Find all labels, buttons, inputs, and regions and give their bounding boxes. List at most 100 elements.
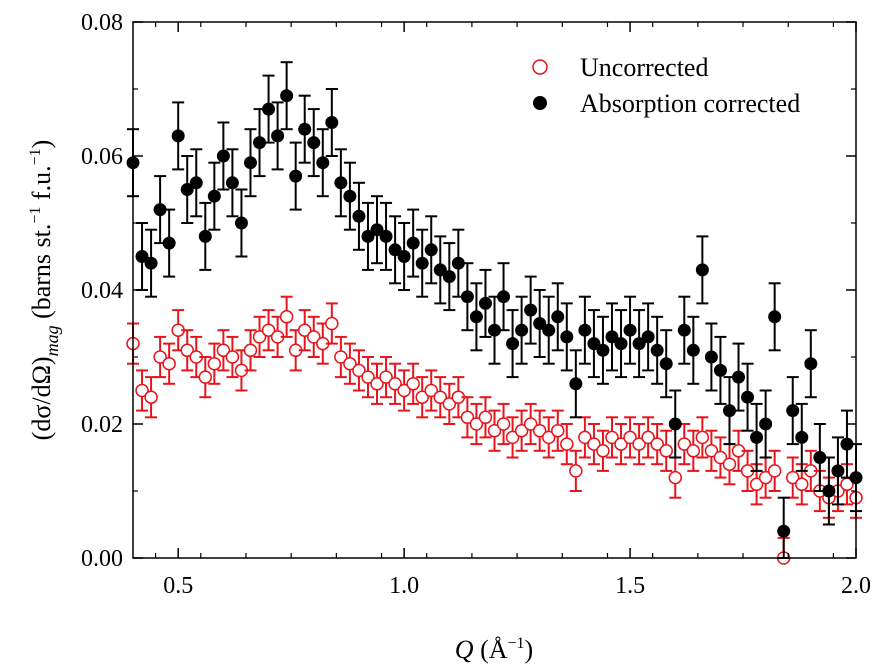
- data-point: [650, 343, 664, 357]
- y-axis-title-sup2: −1: [27, 148, 44, 165]
- data-point: [370, 223, 384, 237]
- data-point: [253, 136, 267, 150]
- data-point: [325, 316, 339, 331]
- y-axis-title: (dσ/dΩ)mag (barns st.−1 f.u.−1): [27, 140, 62, 441]
- data-point: [252, 330, 267, 344]
- y-axis-title-units: (barns st.: [27, 224, 56, 326]
- data-point: [424, 243, 438, 257]
- data-point: [487, 423, 502, 438]
- data-point: [325, 116, 339, 129]
- data-point: [153, 203, 167, 217]
- y-axis-title-fu: f.u.: [27, 165, 56, 206]
- data-point: [641, 330, 655, 344]
- data-point: [234, 216, 248, 230]
- data-point: [596, 343, 610, 357]
- data-point: [795, 430, 809, 444]
- data-point: [135, 383, 149, 398]
- y-tick-label: 0.04: [81, 278, 123, 304]
- data-point: [750, 430, 764, 444]
- data-point: [659, 444, 673, 458]
- y-tick-label: 0.02: [81, 412, 123, 438]
- x-axis-title-open: (Å: [474, 635, 508, 664]
- data-point: [225, 350, 240, 364]
- data-point: [722, 404, 736, 418]
- data-point: [397, 383, 411, 398]
- data-point: [542, 323, 556, 337]
- data-point: [406, 236, 420, 250]
- data-point: [623, 430, 637, 445]
- data-point: [469, 417, 484, 431]
- data-point: [560, 437, 574, 451]
- data-point: [524, 303, 538, 317]
- data-point: [424, 383, 438, 398]
- data-point: [677, 437, 692, 451]
- x-tick-label: 0.5: [163, 573, 193, 599]
- data-point: [497, 290, 511, 304]
- legend-marker-uncorrected: [532, 59, 548, 75]
- legend-marker-absorption-corrected: [533, 96, 547, 110]
- data-point: [415, 256, 429, 270]
- data-point: [442, 270, 456, 284]
- data-point: [659, 357, 673, 371]
- data-point: [686, 343, 700, 357]
- data-point: [523, 417, 538, 431]
- data-point: [768, 310, 782, 324]
- data-point: [605, 430, 619, 445]
- data-point: [650, 437, 664, 451]
- data-point: [298, 122, 312, 136]
- data-point: [596, 444, 610, 458]
- data-point: [388, 377, 402, 391]
- tick-layer: 0.5 1.0 1.5 2.0 0.00 0.02 0.04 0.06 0.08: [81, 10, 871, 599]
- data-point: [551, 310, 565, 324]
- data-point: [144, 256, 158, 270]
- data-point: [641, 430, 655, 445]
- data-point: [578, 430, 592, 445]
- data-point: [551, 423, 565, 438]
- data-point: [704, 350, 718, 364]
- data-point: [334, 176, 348, 190]
- data-point: [804, 357, 818, 371]
- data-point: [153, 350, 167, 364]
- data-point: [388, 243, 402, 257]
- legend-label-uncorrected: Uncorrected: [580, 53, 708, 82]
- data-point: [379, 370, 393, 384]
- data-point: [758, 470, 773, 485]
- data-point: [216, 149, 230, 163]
- y-axis-title-close: ): [27, 140, 56, 149]
- data-point: [533, 317, 547, 330]
- data-point: [433, 263, 447, 277]
- data-point: [297, 323, 312, 337]
- data-point: [460, 290, 474, 304]
- data-point: [370, 377, 384, 391]
- data-point: [514, 423, 529, 438]
- data-point: [605, 330, 619, 344]
- data-point: [171, 129, 185, 143]
- data-point: [695, 263, 709, 277]
- data-point: [243, 156, 257, 170]
- data-point: [261, 323, 276, 337]
- data-point: [668, 417, 682, 431]
- data-point: [713, 450, 728, 465]
- data-point: [271, 129, 285, 143]
- data-point: [180, 183, 194, 196]
- x-axis-title-close: ): [525, 635, 534, 664]
- data-point: [280, 89, 294, 103]
- legend-label-absorption-corrected: Absorption corrected: [580, 89, 800, 118]
- data-point: [704, 444, 719, 458]
- data-point: [822, 484, 836, 498]
- data-point: [831, 464, 845, 478]
- data-point: [279, 310, 294, 324]
- data-point: [460, 410, 475, 425]
- data-point: [451, 256, 465, 270]
- series-layer: [126, 61, 863, 565]
- data-point: [406, 377, 420, 391]
- data-point: [198, 370, 213, 384]
- y-tick-label: 0.08: [81, 10, 123, 36]
- data-point: [813, 451, 827, 464]
- data-point: [207, 189, 221, 203]
- data-point: [515, 323, 529, 337]
- data-point: [614, 437, 628, 451]
- data-point: [569, 464, 583, 478]
- data-point: [795, 477, 809, 492]
